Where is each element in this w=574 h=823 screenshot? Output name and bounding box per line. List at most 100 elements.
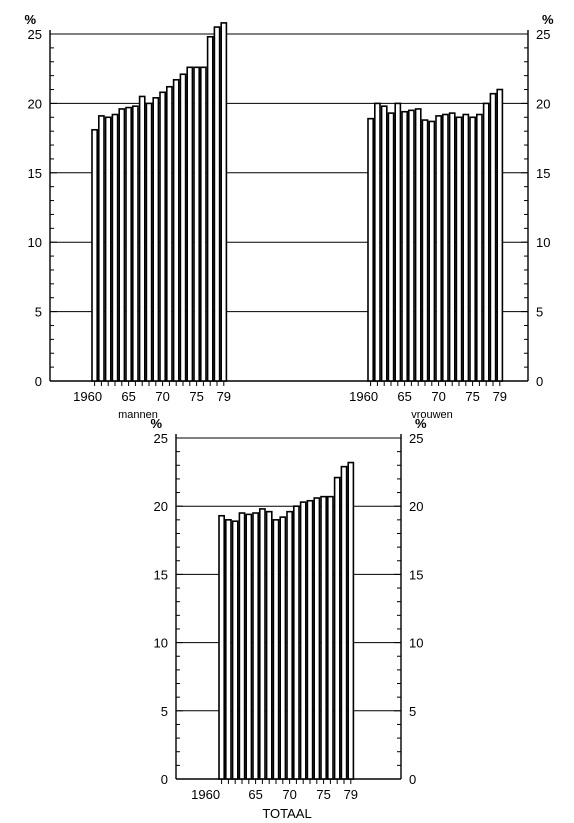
mannen-bar-1966 xyxy=(132,105,139,382)
mannen-bar-1969 xyxy=(152,97,160,382)
vrouwen-bar-1960 xyxy=(367,117,374,382)
bottom-left-unit-label: % xyxy=(150,416,162,431)
vrouwen-bar-1968 xyxy=(421,119,429,382)
totaal-x-tick-label: 75 xyxy=(316,787,330,802)
vrouwen-bar-1967 xyxy=(414,108,422,382)
caption-totaal: TOTAAL xyxy=(262,806,311,821)
top-left-tick-label: 10 xyxy=(28,235,42,250)
mannen-x-tick-label: 65 xyxy=(121,389,135,404)
vrouwen-bar-1972 xyxy=(448,112,456,382)
vrouwen-bar-1971 xyxy=(441,113,449,382)
bottom-left-tick-label: 15 xyxy=(154,567,168,582)
top-left-tick-label: 5 xyxy=(35,305,42,320)
bottom-left-tick-label: 25 xyxy=(154,431,168,446)
mannen-x-tick-label: 1960 xyxy=(73,389,102,404)
top-panel-mannen-vrouwen: 0 5 10 15 20 25% 0 5 10 15 20 25% 1960 65 70 75 79 1960 65… xyxy=(24,12,554,421)
totaal-bar-1972 xyxy=(299,501,307,780)
mannen-bar-1965 xyxy=(125,106,132,382)
top-right-tick-label: 10 xyxy=(536,235,550,250)
totaal-x-tick-label: 1960 xyxy=(191,787,220,802)
top-right-tick-label: 15 xyxy=(536,166,550,181)
top-right-unit-label: % xyxy=(542,12,554,27)
top-right-tick-label: 0 xyxy=(536,374,543,389)
mannen-bar-1974 xyxy=(186,66,194,382)
mannen-bar-1979 xyxy=(220,22,228,382)
top-left-tick-label: 15 xyxy=(28,166,42,181)
bottom-right-tick-label: 10 xyxy=(409,636,423,651)
bottom-right-tick-label: 25 xyxy=(409,431,423,446)
bottom-right-tick-label: 20 xyxy=(409,499,423,514)
mannen-bar-1973 xyxy=(179,73,187,382)
mannen-bar-1976 xyxy=(200,66,207,382)
totaal-bar-1975 xyxy=(320,495,327,780)
mannen-bar-1967 xyxy=(138,95,146,382)
vrouwen-bar-1964 xyxy=(394,102,402,382)
vrouwen-bar-1962 xyxy=(380,105,388,382)
totaal-bar-1960 xyxy=(218,514,225,780)
mannen-bar-1975 xyxy=(193,66,200,382)
bottom-left-tick-label: 20 xyxy=(154,499,168,514)
vrouwen-bar-1965 xyxy=(401,110,408,382)
vrouwen-bar-1966 xyxy=(407,109,415,382)
totaal-bar-1979 xyxy=(347,461,355,780)
vrouwen-x-tick-label: 1960 xyxy=(349,389,378,404)
bottom-left-tick-label: 5 xyxy=(161,704,168,719)
vrouwen-bar-1977 xyxy=(482,102,490,382)
totaal-bar-1967 xyxy=(265,510,273,780)
top-left-unit-label: % xyxy=(24,12,36,27)
totaal-x-tick-label: 79 xyxy=(344,787,358,802)
totaal-bar-1969 xyxy=(279,516,287,780)
totaal-bar-1970 xyxy=(286,510,293,780)
vrouwen-bar-1973 xyxy=(455,116,463,382)
top-right-tick-label: 5 xyxy=(536,305,543,320)
bottom-right-tick-label: 0 xyxy=(409,772,416,787)
vrouwen-x-tick-label: 75 xyxy=(465,389,479,404)
vrouwen-bar-1976 xyxy=(475,113,483,382)
vrouwen-x-tick-label: 79 xyxy=(493,389,507,404)
mannen-bar-1960 xyxy=(91,128,98,382)
mannen-bar-1962 xyxy=(104,116,112,382)
mannen-bar-1978 xyxy=(213,26,221,382)
totaal-bar-1973 xyxy=(306,499,314,780)
totaal-bar-1976 xyxy=(326,495,334,780)
vrouwen-bar-1974 xyxy=(462,113,470,382)
bottom-left-tick-label: 0 xyxy=(161,772,168,787)
totaal-bar-1965 xyxy=(252,512,259,780)
vrouwen-bar-1975 xyxy=(469,116,476,382)
mannen-x-tick-label: 70 xyxy=(155,389,169,404)
totaal-bar-1966 xyxy=(258,508,266,780)
vrouwen-x-tick-label: 70 xyxy=(431,389,445,404)
totaal-bar-1971 xyxy=(292,505,300,780)
top-left-tick-label: 0 xyxy=(35,374,42,389)
vrouwen-bar-1963 xyxy=(387,112,395,382)
bottom-right-tick-label: 15 xyxy=(409,567,423,582)
top-left-tick-label: 25 xyxy=(28,27,42,42)
vrouwen-x-tick-label: 65 xyxy=(397,389,411,404)
mannen-bar-1961 xyxy=(98,115,105,382)
totaal-x-tick-label: 70 xyxy=(282,787,296,802)
totaal-bar-1974 xyxy=(313,497,321,780)
mannen-bar-1968 xyxy=(145,102,153,382)
mannen-bar-1971 xyxy=(166,85,173,382)
vrouwen-bar-1969 xyxy=(428,120,436,382)
totaal-bar-1964 xyxy=(245,513,253,780)
vrouwen-bar-1970 xyxy=(435,115,442,382)
mannen-x-tick-label: 75 xyxy=(189,389,203,404)
mannen-bar-1964 xyxy=(118,108,126,382)
totaal-bar-1977 xyxy=(333,476,341,780)
totaal-bar-1963 xyxy=(238,512,246,780)
bottom-panel-totaal: 0 5 10 15 20 25% 0 5 10 15 20 25% 1960 65 70 75 79 TOTAAL xyxy=(150,416,427,821)
vrouwen-bar-1978 xyxy=(489,92,497,382)
totaal-bar-1978 xyxy=(340,465,348,780)
top-right-tick-label: 25 xyxy=(536,27,550,42)
mannen-bar-1972 xyxy=(172,79,180,382)
vrouwen-bar-1961 xyxy=(373,102,381,382)
bottom-right-unit-label: % xyxy=(415,416,427,431)
mannen-x-tick-label: 79 xyxy=(217,389,231,404)
totaal-bar-1968 xyxy=(272,519,280,780)
mannen-bar-1970 xyxy=(159,91,166,382)
mannen-bar-1977 xyxy=(206,35,214,382)
top-right-tick-label: 20 xyxy=(536,96,550,111)
caption-mannen: mannen xyxy=(118,409,158,421)
